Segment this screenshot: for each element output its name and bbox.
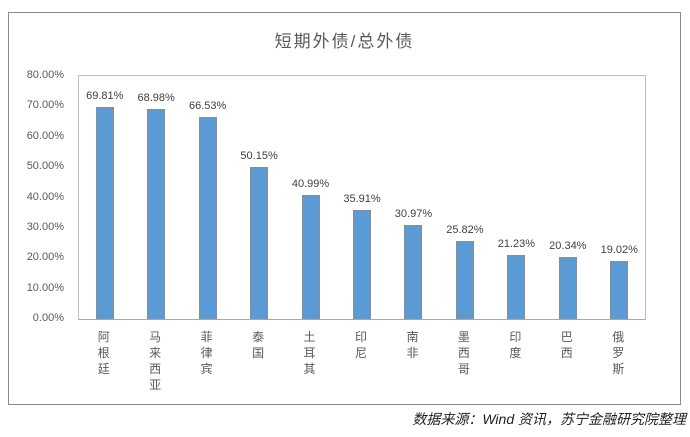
bar-value-label: 66.53% [188,99,227,112]
x-category-label: 菲律宾 [200,330,213,376]
bar [198,116,217,319]
y-tick-label: 20.00% [26,251,64,264]
bar-value-label: 50.15% [240,149,278,162]
bar-value-label: 21.23% [497,237,536,250]
bar-value-label: 40.99% [291,177,330,190]
bar [404,224,423,319]
y-tick-label: 0.00% [32,312,64,324]
y-tick-label: 70.00% [26,99,64,112]
x-category-label: 俄罗斯 [612,330,625,376]
bar-value-label: 69.81% [86,89,124,102]
bar-value-label: 25.82% [446,223,484,236]
bar [610,261,629,319]
x-category-label: 南非 [406,330,419,360]
plot-area: 69.81% 68.98% 66.53% 50.15% 40.99% 35.91% 30.9… [78,75,646,320]
bar [147,109,166,319]
x-category-label: 阿根廷 [97,330,110,376]
x-category-label: 马来西亚 [149,330,162,392]
bar [301,194,320,319]
y-tick-label: 80.00% [26,69,64,81]
y-tick-label: 60.00% [26,129,64,142]
bar-value-label: 20.34% [549,240,587,253]
y-tick-label: 40.00% [26,190,64,203]
bar-value-label: 68.98% [137,92,175,105]
bar [353,209,371,319]
y-tick-label: 10.00% [26,281,64,294]
chart-title: 短期外债/总外债 [274,32,415,51]
y-tick-label: 50.00% [26,160,64,173]
x-category-label: 印度 [509,330,522,360]
bar [558,257,577,319]
x-category-label: 印尼 [354,330,367,360]
bar-value-label: 19.02% [600,244,638,257]
y-tick-label: 30.00% [26,220,64,233]
data-source-note: 数据来源：Wind 资讯，苏宁金融研究院整理 [412,411,686,427]
x-category-label: 泰国 [252,330,265,360]
x-category-label: 巴西 [560,330,573,360]
bar-value-label: 35.91% [343,192,381,205]
bar [507,254,526,319]
bar [455,240,474,319]
x-category-label: 土耳其 [303,330,316,376]
x-category-label: 墨西哥 [457,330,470,376]
bar [250,166,269,319]
bar-value-label: 30.97% [394,207,433,220]
bar [95,106,114,319]
chart-frame: 短期外债/总外债 80.00% 70.00% 60.00% 50.00% 40.00% 3… [8,12,681,405]
